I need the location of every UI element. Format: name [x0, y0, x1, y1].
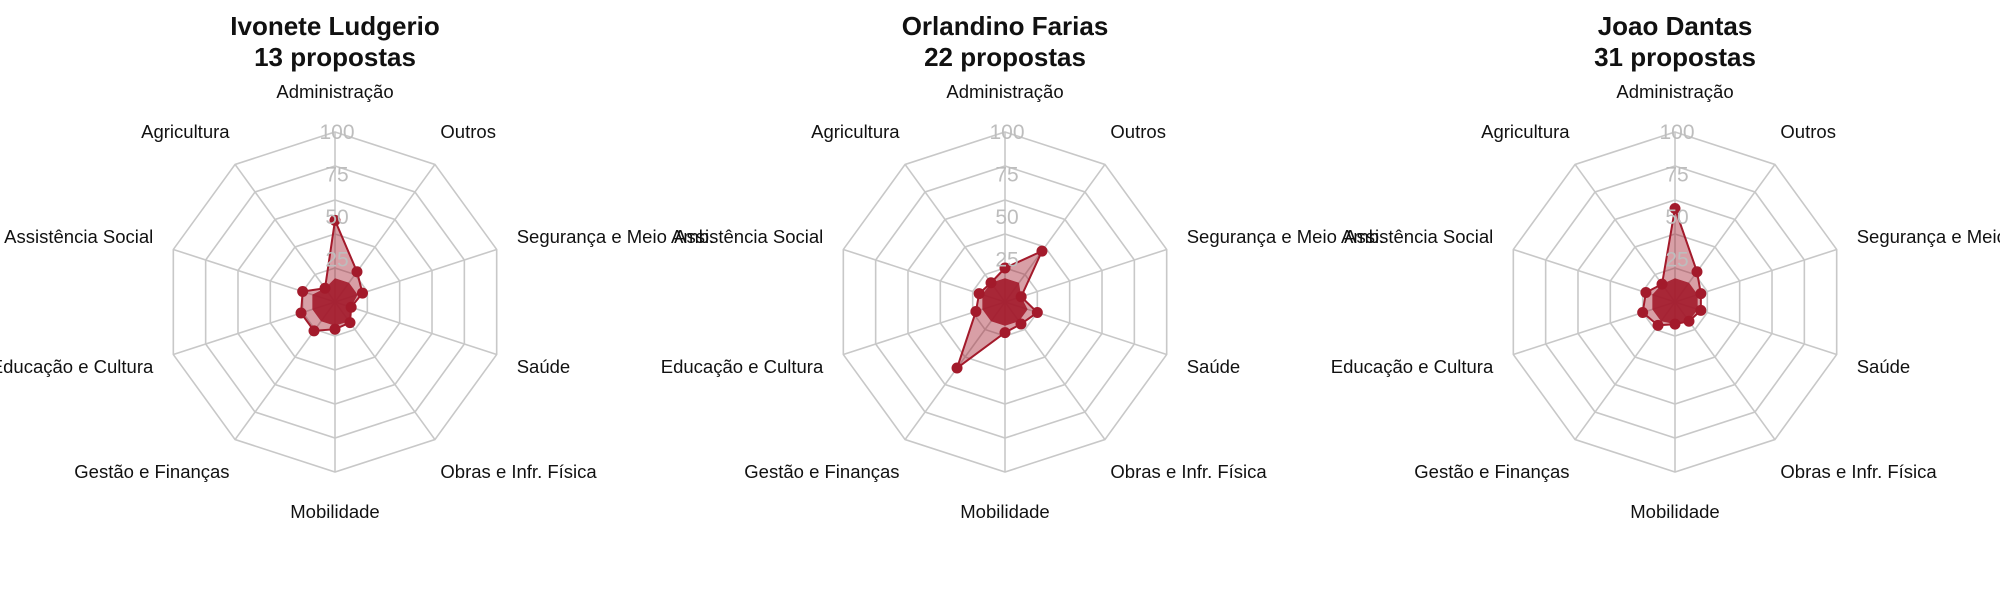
- data-point: [1036, 245, 1048, 257]
- tick-label: 25: [325, 249, 348, 272]
- chart-subtitle: 31 propostas: [1594, 42, 1756, 72]
- data-point: [1669, 203, 1681, 214]
- data-point: [1652, 319, 1664, 331]
- tick-label: 75: [995, 164, 1018, 187]
- category-label: Segurança e Meio Amb.: [1857, 226, 2000, 247]
- category-label: Outros: [1780, 121, 1836, 142]
- category-label: Obras e Infr. Física: [1110, 461, 1267, 482]
- data-point: [951, 362, 963, 374]
- chart-subtitle: 13 propostas: [254, 42, 416, 72]
- category-label: Agricultura: [1481, 121, 1570, 142]
- data-point: [319, 282, 331, 294]
- grid-spoke: [334, 163, 436, 303]
- tick-label: 75: [325, 164, 348, 187]
- grid-spoke: [234, 163, 336, 303]
- data-point: [344, 317, 356, 329]
- grid-spoke: [1574, 163, 1676, 303]
- grid-spoke: [1004, 248, 1167, 303]
- data-point: [1656, 278, 1668, 290]
- category-label: Gestão e Finanças: [744, 461, 899, 482]
- data-point: [973, 288, 985, 300]
- category-label: Saúde: [517, 356, 571, 377]
- category-label: Assistência Social: [4, 226, 153, 247]
- data-point: [1640, 287, 1652, 299]
- category-label: Saúde: [1187, 356, 1241, 377]
- grid-spoke: [173, 248, 336, 303]
- data-point: [351, 266, 363, 278]
- tick-label: 50: [1665, 206, 1688, 229]
- data-point: [1031, 307, 1043, 319]
- data-point: [297, 285, 309, 297]
- category-label: Assistência Social: [1344, 226, 1493, 247]
- category-label: Outros: [1110, 121, 1166, 142]
- tick-label: 100: [319, 121, 354, 144]
- grid-spoke: [1004, 301, 1167, 356]
- category-label: Educação e Cultura: [661, 356, 824, 377]
- data-point: [1695, 304, 1707, 316]
- category-label: Mobilidade: [1630, 501, 1719, 522]
- chart-subtitle: 22 propostas: [924, 42, 1086, 72]
- category-label: Gestão e Finanças: [74, 461, 229, 482]
- category-label: Outros: [440, 121, 496, 142]
- category-label: Gestão e Finanças: [1414, 461, 1569, 482]
- data-point: [1015, 318, 1027, 330]
- data-point: [295, 307, 307, 319]
- data-point: [329, 323, 341, 335]
- grid-spoke: [1674, 163, 1776, 303]
- data-point: [1683, 315, 1695, 327]
- category-label: Mobilidade: [290, 501, 379, 522]
- category-label: Administração: [1616, 81, 1733, 102]
- category-label: Saúde: [1857, 356, 1911, 377]
- category-label: Agricultura: [811, 121, 900, 142]
- tick-label: 75: [1665, 164, 1688, 187]
- grid-spoke: [234, 301, 336, 441]
- data-point: [1695, 288, 1707, 300]
- category-label: Mobilidade: [960, 501, 1049, 522]
- tick-label: 25: [1665, 249, 1688, 272]
- category-label: Administração: [946, 81, 1063, 102]
- data-point: [985, 277, 997, 289]
- category-label: Obras e Infr. Física: [440, 461, 597, 482]
- data-core: [1652, 278, 1698, 325]
- category-label: Educação e Cultura: [0, 356, 154, 377]
- tick-label: 25: [995, 249, 1018, 272]
- data-point: [1015, 291, 1027, 303]
- grid-spoke: [1513, 301, 1676, 356]
- chart-title: Joao Dantas: [1598, 11, 1753, 41]
- data-point: [999, 327, 1011, 339]
- data-point: [345, 301, 357, 313]
- tick-label: 50: [325, 206, 348, 229]
- data-point: [308, 325, 320, 337]
- category-label: Administração: [276, 81, 393, 102]
- category-label: Agricultura: [141, 121, 230, 142]
- grid-spoke: [1004, 163, 1106, 303]
- category-label: Segurança e Meio Amb.: [517, 226, 714, 247]
- category-label: Educação e Cultura: [1331, 356, 1494, 377]
- tick-label: 50: [995, 206, 1018, 229]
- chart-title: Ivonete Ludgerio: [230, 11, 439, 41]
- category-label: Segurança e Meio Amb.: [1187, 226, 1384, 247]
- chart-title: Orlandino Farias: [902, 11, 1109, 41]
- grid-spoke: [173, 301, 336, 356]
- data-point: [970, 305, 982, 317]
- data-point: [1669, 318, 1681, 330]
- data-point: [1637, 307, 1649, 319]
- data-point: [329, 214, 341, 226]
- data-point: [999, 262, 1011, 274]
- data-point: [1691, 266, 1703, 278]
- grid-spoke: [334, 301, 497, 356]
- data-point: [356, 287, 368, 299]
- category-label: Assistência Social: [674, 226, 823, 247]
- tick-label: 100: [1659, 121, 1694, 144]
- category-label: Obras e Infr. Física: [1780, 461, 1937, 482]
- data-core: [982, 278, 1028, 326]
- tick-label: 100: [989, 121, 1024, 144]
